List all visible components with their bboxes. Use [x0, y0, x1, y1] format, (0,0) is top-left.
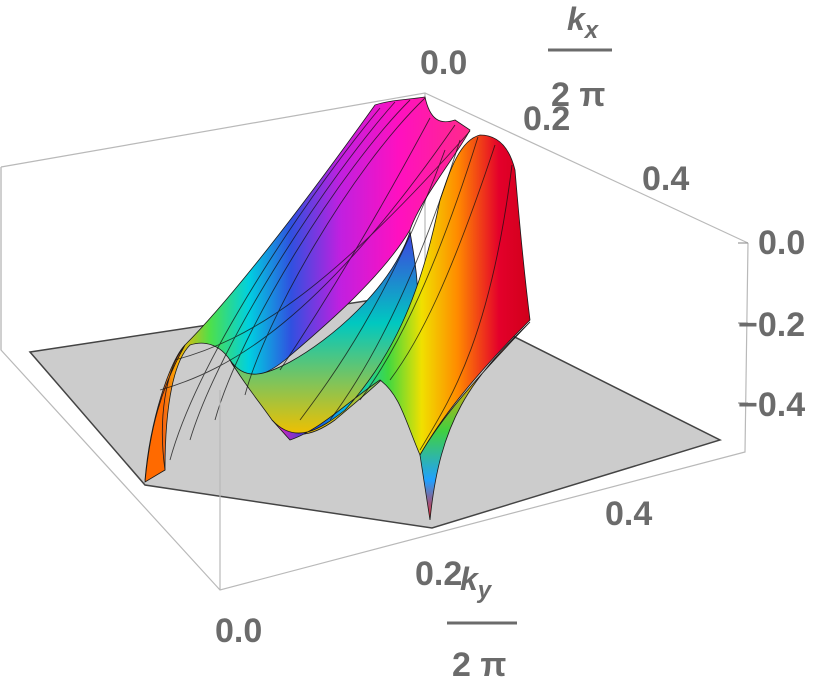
ky-tick-2: 0.4: [605, 495, 652, 533]
right-end-face: [419, 321, 531, 521]
kx-denominator: 2 π: [551, 76, 605, 114]
left-end-face: [144, 344, 186, 483]
ky-symbol: k: [460, 561, 480, 597]
z-tick-1: −0.2: [738, 306, 805, 344]
z-tick-0: 0.0: [758, 224, 805, 262]
kx-subscript: x: [583, 17, 600, 44]
z-tick-2: −0.4: [738, 386, 805, 424]
mesh-lines: [159, 97, 513, 461]
kx-tick-2: 0.4: [642, 160, 689, 198]
ky-subscript: y: [477, 577, 493, 604]
ky-tick-0: 0.0: [215, 612, 262, 650]
surface-mesh: [144, 96, 531, 521]
ky-denominator: 2 π: [452, 646, 506, 684]
svg-text:ky: ky: [460, 561, 493, 604]
kx-symbol: k: [567, 1, 587, 37]
box-front-edges: [0, 167, 749, 591]
ky-axis-label: ky 2 π: [447, 561, 517, 684]
kx-axis-label: kx 2 π: [548, 1, 612, 114]
z-tick-marks: [738, 242, 748, 404]
ky-tick-1: 0.2: [415, 555, 462, 593]
kx-tick-0: 0.0: [420, 44, 467, 82]
kx-tick-1: 0.2: [523, 100, 570, 138]
back-ridge-face: [271, 134, 531, 456]
svg-text:kx: kx: [567, 1, 600, 44]
